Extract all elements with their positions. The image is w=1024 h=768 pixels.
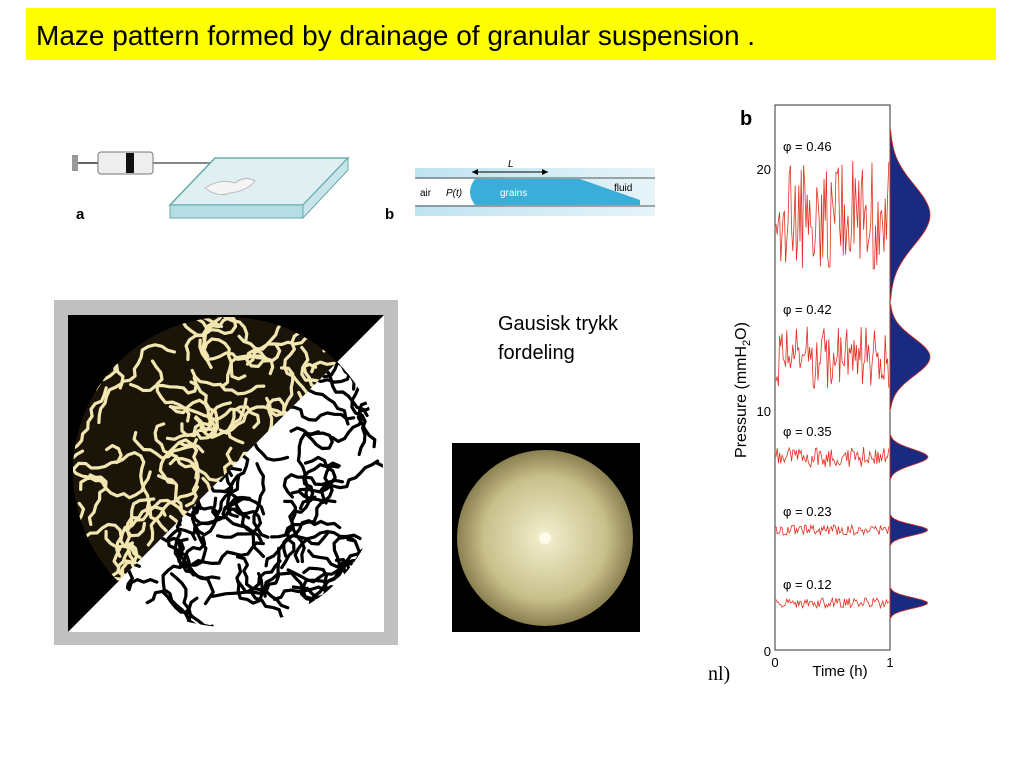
y-label-part: Pressure (mmH	[733, 346, 750, 458]
pressure-trace	[775, 446, 890, 469]
maze-line	[173, 528, 208, 567]
maze-line	[291, 566, 329, 600]
maze-line	[226, 405, 261, 445]
maze-line	[218, 405, 292, 435]
maze-line	[118, 343, 177, 390]
maze-line	[202, 337, 247, 381]
maze-line	[350, 379, 367, 457]
maze-line	[235, 563, 264, 605]
x-axis-label: Time (h)	[812, 663, 867, 680]
pressure-trace	[775, 596, 890, 610]
maze-line	[283, 330, 310, 401]
maze-line	[319, 459, 380, 505]
histogram	[889, 303, 931, 412]
photo-center	[539, 532, 551, 544]
pressure-trace	[775, 523, 890, 537]
trace-label: φ = 0.46	[783, 139, 832, 154]
histogram	[889, 514, 928, 546]
maze-line	[169, 398, 218, 440]
apparatus-sketch	[72, 151, 350, 220]
maze-line	[73, 386, 108, 458]
maze-line	[189, 380, 219, 432]
maze-line	[121, 497, 156, 565]
maze-line	[146, 485, 200, 547]
maze-line	[237, 334, 315, 351]
y-axis-label: Pressure (mmH2O)	[733, 322, 753, 458]
maze-line	[299, 558, 355, 602]
maze-line	[282, 405, 356, 422]
trace-label: φ = 0.23	[783, 504, 832, 519]
maze-line	[132, 430, 198, 460]
maze-line	[166, 527, 197, 577]
histogram	[889, 434, 929, 480]
panel-label: b	[740, 108, 752, 130]
label: L	[508, 159, 514, 170]
pressure-trace	[775, 326, 890, 390]
label: P(t)	[446, 188, 462, 199]
maze-line	[73, 501, 86, 561]
maze-line	[198, 338, 267, 361]
histograms	[889, 129, 931, 619]
maze-line	[190, 368, 266, 396]
maze-line	[216, 508, 263, 539]
label: air	[420, 188, 432, 199]
panel-label: a	[76, 206, 85, 223]
x-tick-label: 1	[886, 655, 893, 670]
panel-label: b	[385, 206, 394, 223]
maze-line	[97, 350, 125, 425]
maze-line	[282, 473, 344, 499]
maze-line	[221, 495, 263, 544]
maze-line	[169, 572, 214, 627]
maze-line	[129, 376, 198, 395]
channel-diagram	[415, 168, 655, 216]
y-tick-label: 20	[757, 162, 771, 177]
maze-line	[190, 541, 265, 566]
maze-line	[201, 317, 249, 343]
maze-line	[190, 503, 219, 537]
label: grains	[500, 188, 527, 199]
note-line: Gausisk trykk	[498, 313, 619, 335]
y-tick-label: 10	[757, 404, 771, 419]
label: fluid	[614, 183, 632, 194]
maze-line	[242, 590, 288, 627]
maze-line	[148, 498, 192, 533]
maze-line	[264, 531, 330, 568]
maze-line	[73, 444, 123, 471]
histogram	[889, 129, 931, 301]
x-tick-label: 0	[771, 655, 778, 670]
title-bar	[26, 8, 996, 60]
maze-line	[114, 451, 152, 511]
maze-line	[298, 455, 337, 494]
maze-image	[73, 317, 383, 627]
maze-line	[203, 317, 238, 343]
y-tick-label: 0	[764, 644, 771, 659]
y-label-part: O)	[733, 322, 750, 340]
text-fragment: nl)	[708, 663, 730, 685]
maze-line	[145, 589, 213, 627]
maze-line	[220, 354, 275, 389]
maze-line	[73, 466, 105, 487]
maze-line	[265, 366, 295, 418]
pressure-trace	[775, 160, 890, 270]
maze-line	[192, 473, 241, 535]
traces	[775, 160, 890, 610]
maze-line	[290, 464, 340, 503]
maze-line	[184, 317, 238, 362]
trace-label: φ = 0.12	[783, 577, 832, 592]
maze-line	[289, 426, 334, 451]
maze-line	[161, 561, 191, 623]
maze-line	[293, 529, 362, 564]
note-line: fordeling	[498, 342, 575, 364]
maze-line	[179, 317, 224, 337]
maze-line	[270, 499, 337, 539]
trace-label: φ = 0.35	[783, 424, 832, 439]
maze-line	[245, 343, 282, 368]
trace-label: φ = 0.42	[783, 302, 832, 317]
slide-title: Maze pattern formed by drainage of granu…	[36, 20, 755, 51]
y-label-subscript: 2	[741, 340, 753, 346]
maze-line	[104, 529, 139, 584]
maze-line	[165, 401, 232, 441]
histogram	[889, 587, 928, 619]
